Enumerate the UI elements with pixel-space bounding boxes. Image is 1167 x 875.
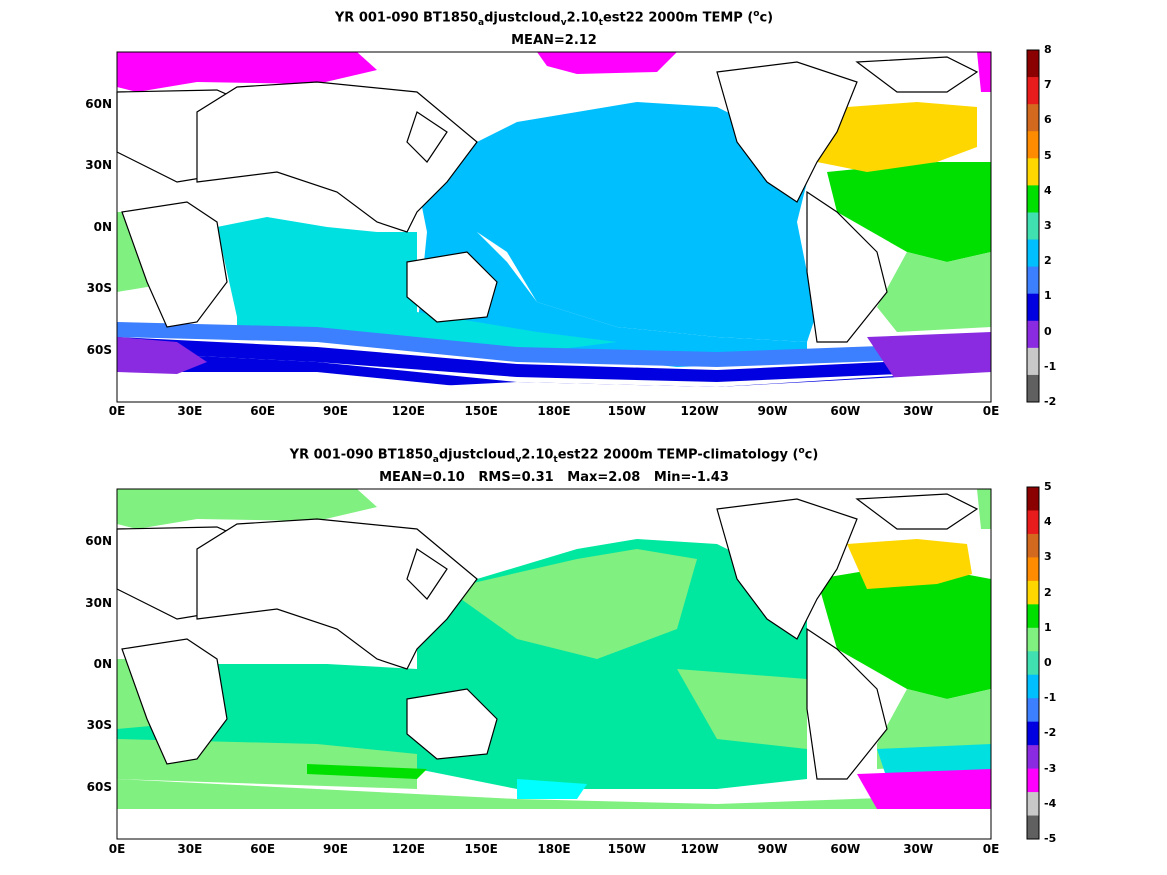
bottom-colorbar-swatch — [1027, 792, 1039, 817]
bottom-colorbar-swatch — [1027, 557, 1039, 582]
bottom-colorbar-swatch — [1027, 674, 1039, 699]
top-colorbar-swatch — [1027, 239, 1039, 268]
top-xtick-3: 90E — [323, 404, 348, 418]
bottom-xtick-7: 150W — [607, 842, 646, 856]
top-xtick-5: 150E — [464, 404, 498, 418]
bottom-colorbar-swatch — [1027, 745, 1039, 770]
top-colorbar-swatch — [1027, 374, 1039, 403]
bottom-xtick-5: 150E — [464, 842, 498, 856]
top-colorbar-swatch — [1027, 131, 1039, 159]
top-map — [116, 51, 992, 403]
top-colorbar-label: 6 — [1044, 113, 1052, 127]
top-colorbar-label: 3 — [1044, 219, 1052, 232]
bottom-colorbar-label: 5 — [1044, 480, 1052, 493]
top-colorbar-swatch — [1027, 185, 1039, 213]
top-ytick-0N: 0N — [93, 220, 112, 234]
top-title-line: YR 001-090 BT1850adjustcloudv2.10test22 … — [334, 9, 774, 28]
bottom-xtick-9: 90W — [757, 842, 788, 856]
top-xtick-11: 30W — [903, 404, 934, 418]
bottom-colorbar — [1026, 486, 1040, 840]
bottom-colorbar-swatch — [1027, 721, 1039, 746]
bottom-xtick-12: 0E — [982, 842, 1000, 856]
top-xtick-7: 150W — [607, 404, 646, 418]
top-colorbar-swatch — [1027, 266, 1039, 295]
bottom-colorbar-label: 0 — [1044, 656, 1052, 669]
top-colorbar-swatch — [1027, 77, 1039, 105]
bottom-colorbar-label: -3 — [1044, 761, 1057, 775]
top-xtick-9: 90W — [757, 404, 788, 418]
bottom-ytick-30N: 30N — [85, 596, 112, 610]
bottom-xtick-11: 30W — [903, 842, 934, 856]
bottom-colorbar-swatch — [1027, 487, 1039, 511]
top-ytick-30N: 30N — [85, 158, 112, 172]
bottom-xtick-4: 120E — [391, 842, 425, 856]
top-colorbar-label: 1 — [1044, 289, 1052, 303]
bottom-xtick-3: 90E — [323, 842, 348, 856]
top-xtick-6: 180E — [537, 404, 571, 418]
bottom-xtick-8: 120W — [680, 842, 719, 856]
top-colorbar-swatch — [1027, 104, 1039, 132]
top-colorbar-label: 0 — [1044, 324, 1052, 338]
bottom-colorbar-swatch — [1027, 651, 1039, 676]
top-colorbar-swatch — [1027, 158, 1039, 186]
bottom-xtick-10: 60W — [830, 842, 861, 856]
bottom-colorbar-swatch — [1027, 533, 1039, 558]
bottom-ytick-60N: 60N — [85, 534, 112, 548]
top-colorbar-label: 7 — [1044, 78, 1052, 92]
bottom-colorbar-swatch — [1027, 698, 1039, 723]
bottom-map — [116, 488, 992, 840]
top-colorbar — [1026, 49, 1040, 403]
bottom-title: YR 001-090 BT1850adjustcloudv2.10test22 … — [117, 443, 991, 486]
top-colorbar-label: -2 — [1044, 395, 1057, 408]
top-xtick-2: 60E — [250, 404, 276, 418]
bottom-xtick-0: 0E — [108, 842, 126, 856]
bottom-colorbar-swatch — [1027, 580, 1039, 605]
bottom-ytick-30S: 30S — [86, 718, 112, 732]
top-colorbar-swatch — [1027, 347, 1039, 376]
top-colorbar-label: 5 — [1044, 148, 1052, 162]
bottom-colorbar-label: -5 — [1044, 832, 1057, 845]
top-xtick-12: 0E — [982, 404, 1000, 418]
bottom-title-line: YR 001-090 BT1850adjustcloudv2.10test22 … — [289, 446, 819, 465]
top-subtitle: MEAN=2.12 — [511, 32, 597, 48]
bottom-colorbar-label: -1 — [1044, 691, 1057, 705]
bottom-xtick-2: 60E — [250, 842, 276, 856]
top-ytick-30S: 30S — [86, 281, 112, 295]
top-xtick-0: 0E — [108, 404, 126, 418]
top-colorbar-label: 8 — [1044, 43, 1052, 56]
bottom-xtick-1: 30E — [177, 842, 203, 856]
bottom-ytick-0N: 0N — [93, 657, 112, 671]
top-xtick-1: 30E — [177, 404, 203, 418]
top-colorbar-swatch — [1027, 293, 1039, 322]
top-title: YR 001-090 BT1850adjustcloudv2.10test22 … — [117, 6, 991, 49]
top-xtick-10: 60W — [830, 404, 861, 418]
bottom-colorbar-swatch — [1027, 815, 1039, 840]
bottom-colorbar-label: -4 — [1044, 796, 1057, 810]
bottom-colorbar-label: -2 — [1044, 726, 1057, 740]
top-xtick-4: 120E — [391, 404, 425, 418]
top-ytick-60S: 60S — [86, 343, 112, 357]
top-xtick-8: 120W — [680, 404, 719, 418]
top-colorbar-label: 2 — [1044, 254, 1052, 268]
top-ytick-60N: 60N — [85, 97, 112, 111]
bottom-ytick-60S: 60S — [86, 780, 112, 794]
top-colorbar-swatch — [1027, 50, 1039, 78]
bottom-colorbar-swatch — [1027, 768, 1039, 793]
bottom-colorbar-label: 4 — [1044, 515, 1052, 529]
bottom-colorbar-label: 2 — [1044, 585, 1052, 599]
bottom-colorbar-label: 3 — [1044, 550, 1052, 564]
bottom-colorbar-swatch — [1027, 604, 1039, 629]
top-colorbar-label: 4 — [1044, 183, 1052, 197]
top-colorbar-swatch — [1027, 320, 1039, 349]
bottom-xtick-6: 180E — [537, 842, 571, 856]
bottom-colorbar-label: 1 — [1044, 620, 1052, 634]
top-colorbar-label: -1 — [1044, 359, 1057, 373]
bottom-colorbar-swatch — [1027, 510, 1039, 535]
bottom-colorbar-swatch — [1027, 627, 1039, 652]
bottom-subtitle: MEAN=0.10 RMS=0.31 Max=2.08 Min=-1.43 — [379, 469, 729, 485]
top-colorbar-swatch — [1027, 212, 1039, 241]
